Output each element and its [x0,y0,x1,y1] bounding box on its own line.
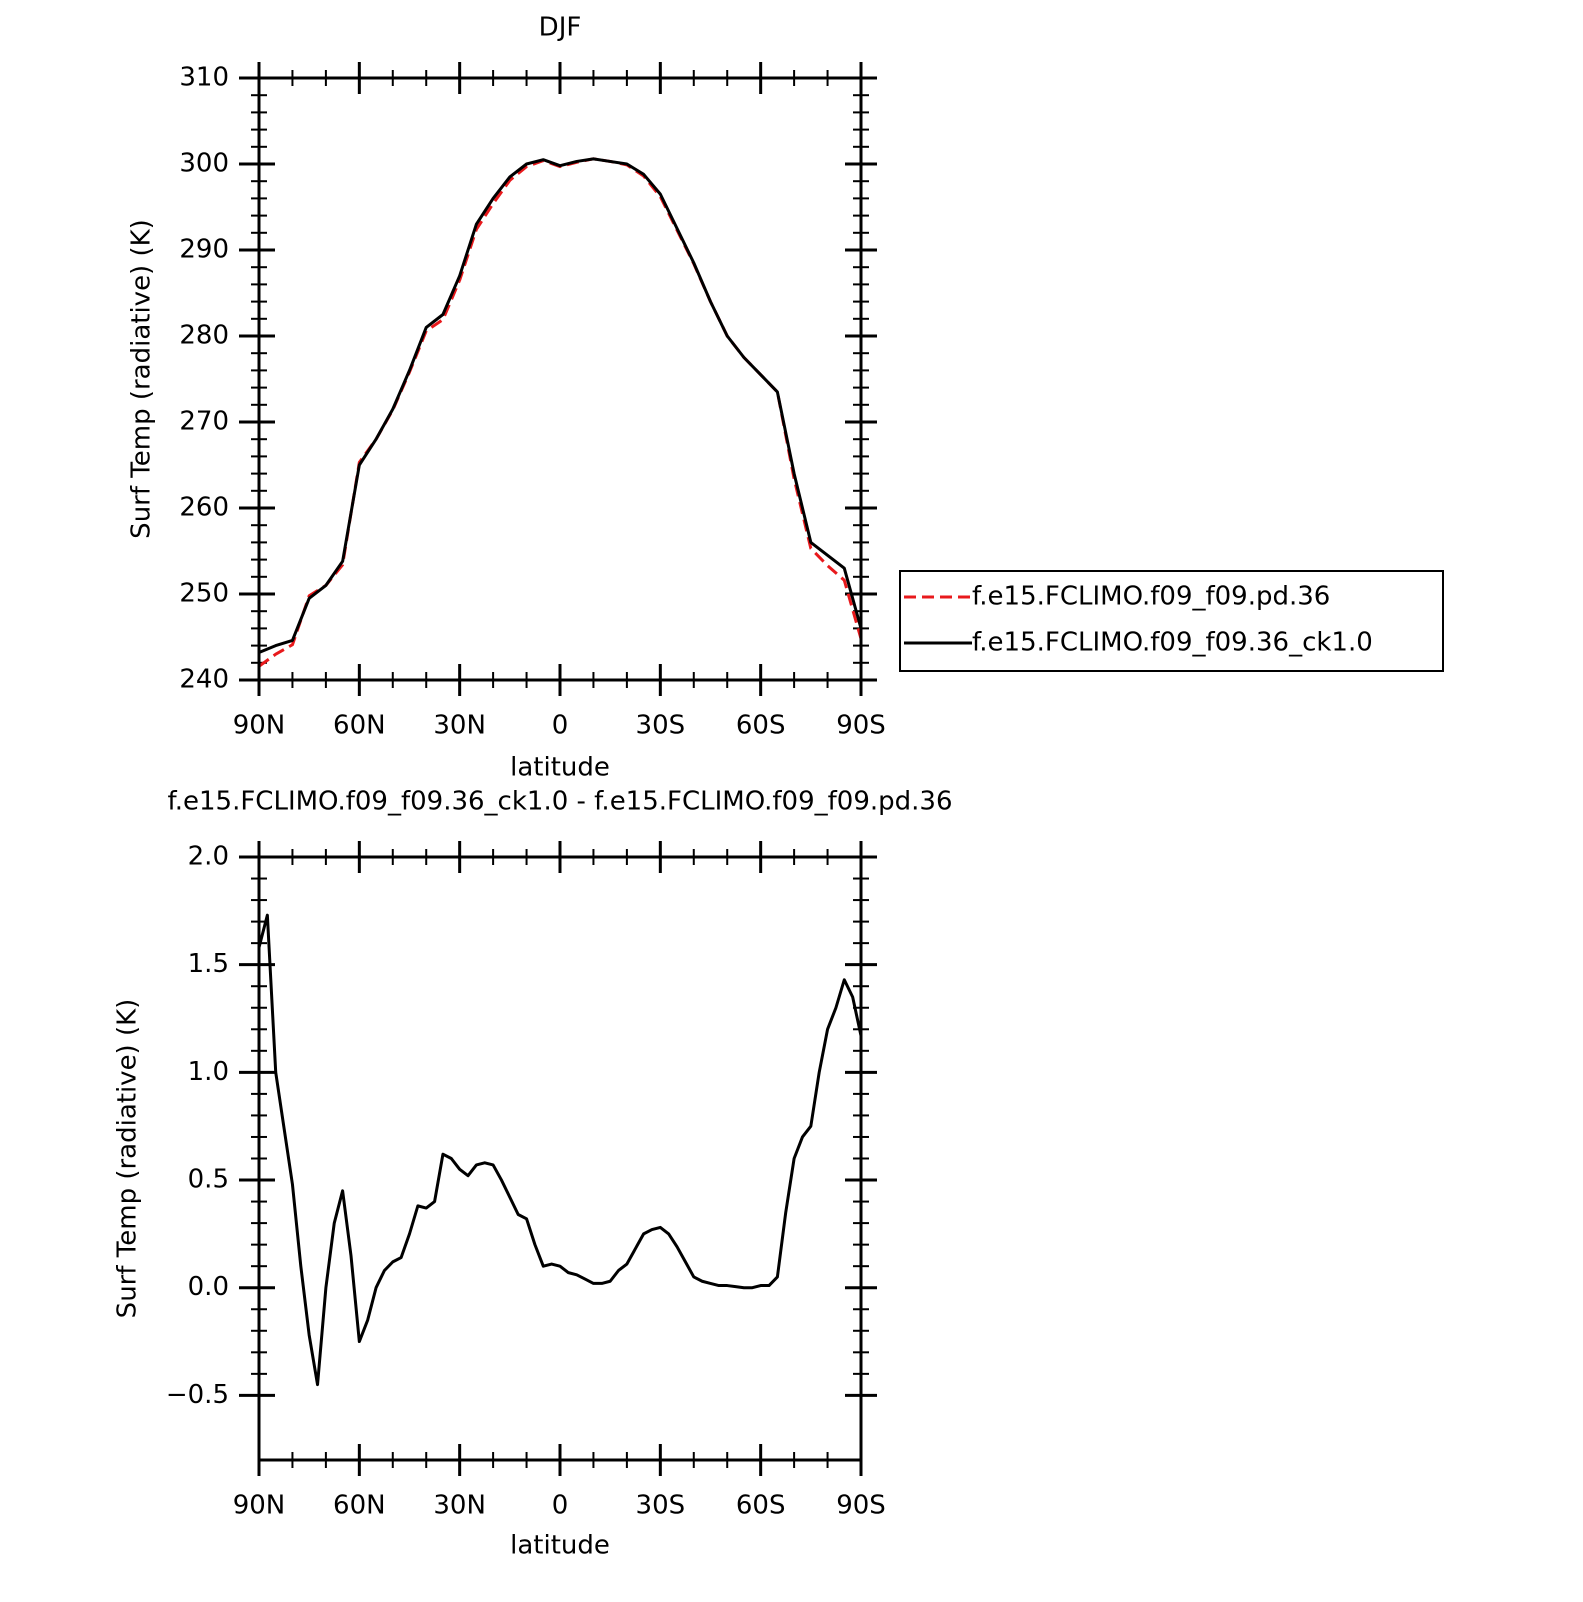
y-tick-label: 2.0 [188,842,229,872]
legend-box [899,570,1444,672]
legend-label: f.e15.FCLIMO.f09_f09.pd.36 [972,582,1330,612]
y-tick-label: 240 [179,665,229,695]
y-tick-label: −0.5 [166,1380,229,1410]
data-line [258,157,863,654]
y-axis-label: Surf Temp (radiative) (K) [127,219,157,539]
x-tick-label: 30S [636,711,686,741]
y-tick-label: 300 [179,149,229,179]
plot-frame [257,855,863,1462]
y-tick-label: 310 [179,63,229,93]
x-tick-label: 60S [736,1491,786,1521]
y-tick-label: 290 [179,235,229,265]
data-line [258,157,863,668]
x-tick-label: 0 [552,1491,569,1521]
x-tick-label: 30N [433,1491,486,1521]
plot-frame [257,76,863,682]
chart-title: DJF [539,13,582,43]
x-tick-label: 60N [333,711,386,741]
x-tick-label: 90S [836,711,886,741]
y-tick-label: 1.5 [188,949,229,979]
y-tick-label: 260 [179,493,229,523]
x-tick-label: 0 [552,711,569,741]
y-axis-label: Surf Temp (radiative) (K) [113,999,143,1319]
x-tick-label: 60S [736,711,786,741]
data-line [257,913,863,1387]
x-tick-label: 30S [636,1491,686,1521]
y-tick-label: 0.0 [188,1272,229,1302]
y-tick-label: 1.0 [188,1057,229,1087]
x-tick-label: 30N [433,711,486,741]
y-tick-label: 0.5 [188,1165,229,1195]
x-axis-label: latitude [510,1531,610,1561]
x-tick-label: 90N [233,1491,286,1521]
x-axis-label: latitude [510,753,610,783]
legend-label: f.e15.FCLIMO.f09_f09.36_ck1.0 [972,628,1373,658]
chart-title: f.e15.FCLIMO.f09_f09.36_ck1.0 - f.e15.FC… [167,787,952,817]
x-tick-label: 90S [836,1491,886,1521]
y-tick-label: 270 [179,407,229,437]
x-tick-label: 90N [233,711,286,741]
y-tick-label: 280 [179,321,229,351]
y-tick-label: 250 [179,579,229,609]
x-tick-label: 60N [333,1491,386,1521]
